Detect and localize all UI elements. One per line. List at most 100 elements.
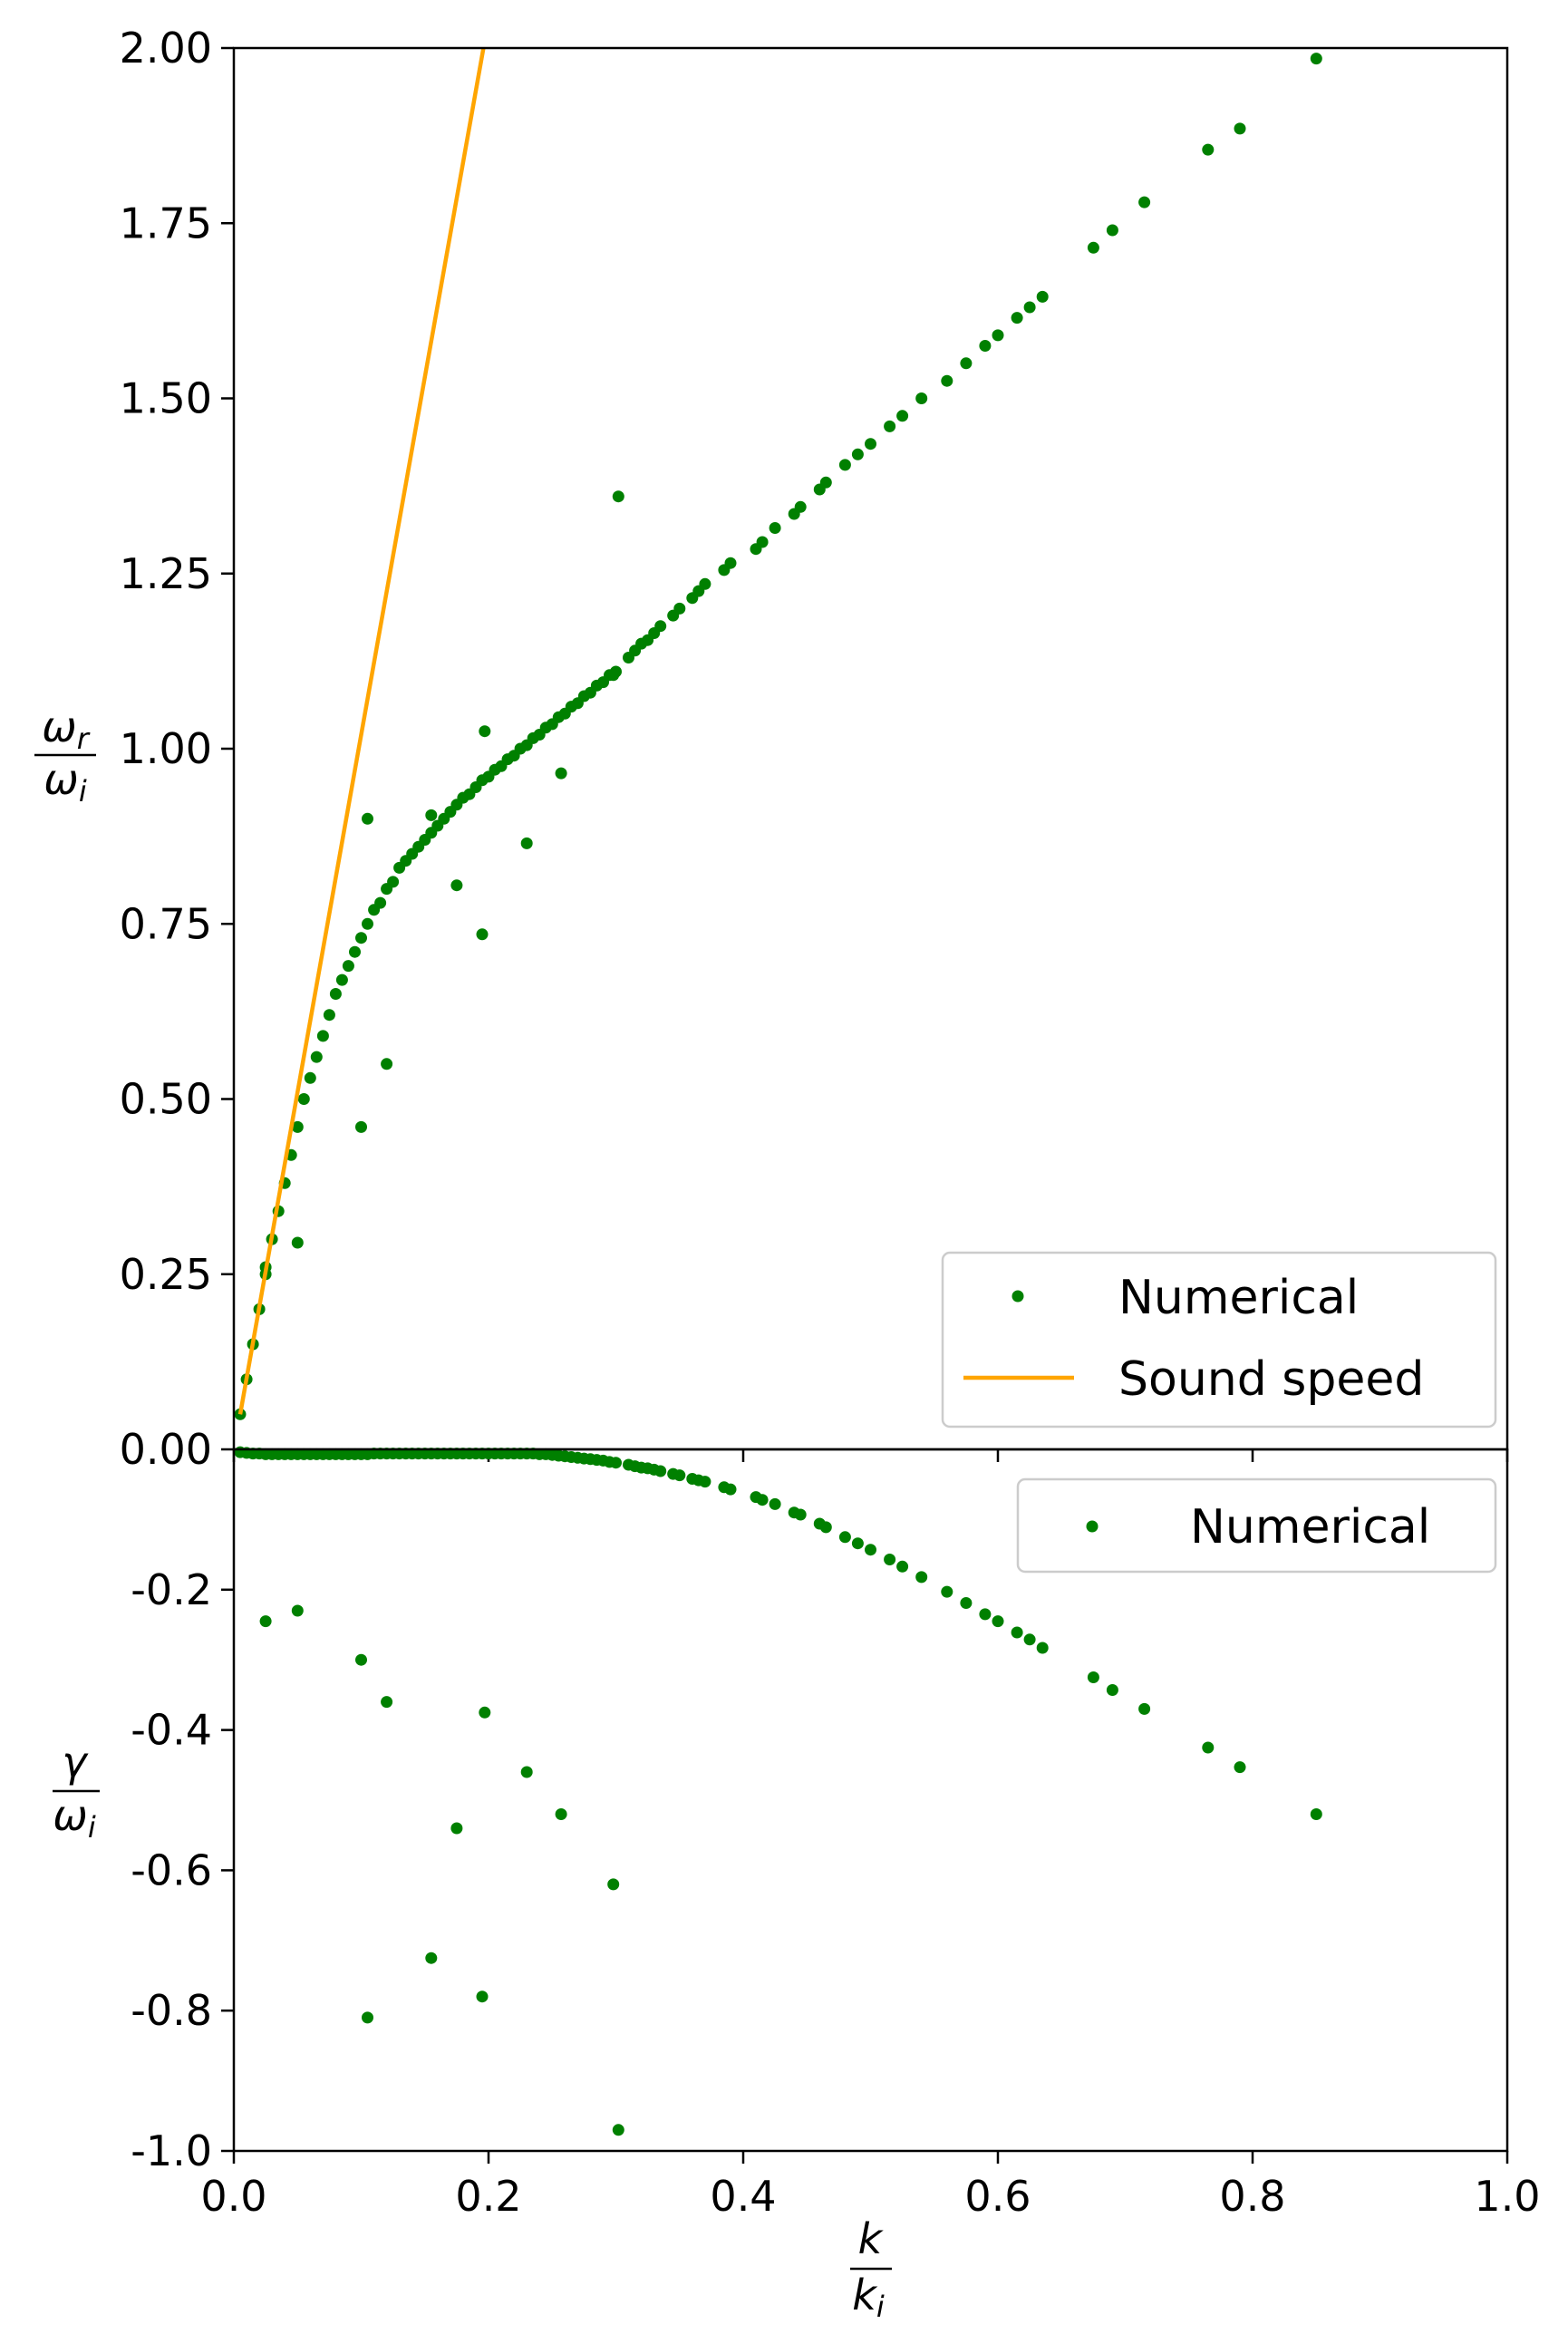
bottom-numerical-point: [1036, 1642, 1049, 1654]
bottom-ylabel-denominator: ω: [53, 1791, 88, 1840]
top-numerical-point: [291, 1120, 304, 1133]
top-numerical-point: [612, 490, 624, 503]
top-numerical-point: [479, 725, 491, 738]
bottom-numerical-point: [479, 1706, 491, 1719]
top-numerical-point: [884, 420, 896, 432]
xlabel-denominator-sub: i: [876, 2290, 885, 2324]
bottom-y-axis-label: γ ωi: [53, 1738, 100, 1845]
bottom-legend-frame: [1016, 1477, 1497, 1574]
top-y-tick-label: 0.50: [120, 1075, 212, 1124]
top-numerical-point: [476, 928, 489, 941]
bottom-ylabel-numerator: γ: [62, 1738, 89, 1787]
top-numerical-point: [355, 932, 367, 944]
bottom-numerical-point: [1138, 1702, 1151, 1715]
bottom-legend-numerical-label: Numerical: [1190, 1500, 1430, 1555]
x-axis-label: k ki: [850, 2214, 892, 2324]
top-numerical-point: [316, 1030, 329, 1042]
sound-speed-line: [237, 47, 486, 1415]
bottom-legend: Numerical: [1016, 1477, 1497, 1574]
bottom-numerical-point: [865, 1544, 876, 1556]
top-numerical-point: [1106, 224, 1118, 237]
top-numerical-point: [304, 1071, 316, 1084]
top-numerical-point: [865, 438, 876, 450]
top-numerical-point: [756, 536, 769, 548]
svg-text:ωr: ωr: [42, 702, 91, 756]
top-numerical-point: [851, 448, 864, 460]
bottom-numerical-point: [1087, 1671, 1099, 1683]
bottom-numerical-point: [769, 1497, 781, 1510]
bottom-numerical-point: [960, 1597, 973, 1609]
top-numerical-point: [520, 837, 533, 849]
bottom-y-tick-label: -0.4: [131, 1706, 212, 1755]
top-numerical-point: [673, 602, 686, 615]
bottom-legend-numerical-marker: [1086, 1520, 1099, 1533]
top-y-tick-label: 1.25: [120, 549, 212, 598]
top-numerical-point: [310, 1051, 323, 1063]
bottom-numerical-point: [555, 1808, 567, 1820]
top-ylabel-numerator-sub: r: [77, 722, 91, 756]
bottom-numerical-point: [979, 1608, 992, 1621]
svg-text:k: k: [858, 2214, 885, 2263]
bottom-numerical-point: [476, 1990, 489, 2003]
xlabel-denominator: k: [852, 2271, 878, 2320]
bottom-numerical-point: [941, 1585, 953, 1598]
bottom-numerical-point: [612, 2124, 624, 2136]
svg-text:ki: ki: [852, 2271, 885, 2324]
top-marks: [234, 47, 1322, 1420]
top-numerical-point: [349, 945, 361, 958]
x-tick-label: 0.4: [710, 2172, 776, 2221]
bottom-numerical-point: [1202, 1741, 1215, 1754]
top-numerical-point: [362, 917, 373, 930]
bottom-numerical-point: [520, 1766, 533, 1778]
x-tick-label: 0.6: [964, 2172, 1031, 2221]
top-y-tick-label: 2.00: [120, 24, 212, 73]
bottom-numerical-point: [851, 1537, 864, 1550]
bottom-numerical-point: [362, 2011, 373, 2024]
top-numerical-point: [1011, 312, 1023, 324]
top-numerical-point: [915, 392, 928, 404]
bottom-numerical-point: [425, 1952, 438, 1964]
top-y-tick-label: 1.75: [120, 199, 212, 247]
top-numerical-point: [724, 557, 737, 569]
bottom-y-ticks: -0.2 -0.4 -0.6 -0.8 -1.0: [131, 1565, 234, 2175]
top-numerical-point: [355, 1120, 367, 1133]
top-y-tick-label: 0.75: [120, 899, 212, 948]
x-tick-label: 0.0: [200, 2172, 266, 2221]
top-numerical-point: [450, 879, 463, 892]
x-tick-label: 0.8: [1219, 2172, 1285, 2221]
bottom-numerical-point: [450, 1822, 463, 1835]
bottom-numerical-point: [819, 1521, 832, 1534]
top-y-tick-label: 1.00: [120, 724, 212, 773]
top-numerical-point: [654, 620, 667, 633]
bottom-axes-frame: [232, 1448, 1509, 2153]
bottom-numerical-point: [1011, 1626, 1023, 1639]
bottom-y-tick-label: -0.6: [131, 1845, 212, 1894]
bottom-panel: -0.2-0.4-0.6-0.8-1.0 0.0 0.2 0.4 0.6 0.8 1.0 …: [131, 1446, 1541, 2221]
xlabel-numerator: k: [858, 2214, 885, 2263]
bottom-numerical-point: [699, 1476, 711, 1488]
bottom-numerical-point: [1310, 1808, 1322, 1820]
top-y-tick-label: 0.25: [120, 1250, 212, 1299]
top-y-ticks: 0.00 0.25 0.50 0.75 1.00 1.25 1.50 1.75 2.00: [120, 24, 234, 1474]
top-numerical-point: [1202, 143, 1215, 156]
top-numerical-point: [291, 1236, 304, 1249]
bottom-numerical-point: [381, 1696, 393, 1709]
bottom-numerical-point: [1023, 1633, 1036, 1646]
top-numerical-point: [1234, 122, 1246, 135]
top-numerical-point: [335, 973, 348, 986]
bottom-numerical-point: [291, 1604, 304, 1617]
bottom-y-tick-label: -0.8: [131, 1986, 212, 2035]
top-legend-numerical-label: Numerical: [1118, 1271, 1359, 1325]
bottom-numerical-point: [610, 1457, 622, 1469]
top-ylabel-numerator: ω: [42, 702, 77, 751]
top-numerical-point: [387, 876, 400, 888]
top-numerical-point: [699, 577, 711, 590]
x-tick-label: 0.2: [455, 2172, 521, 2221]
bottom-numerical-point: [756, 1494, 769, 1506]
top-y-axis-label: ωr ωi: [34, 702, 96, 809]
top-numerical-point: [979, 340, 992, 352]
bottom-numerical-point: [838, 1531, 851, 1544]
bottom-marks: [234, 1446, 1322, 2136]
bottom-y-tick-label: -0.2: [131, 1565, 212, 1614]
